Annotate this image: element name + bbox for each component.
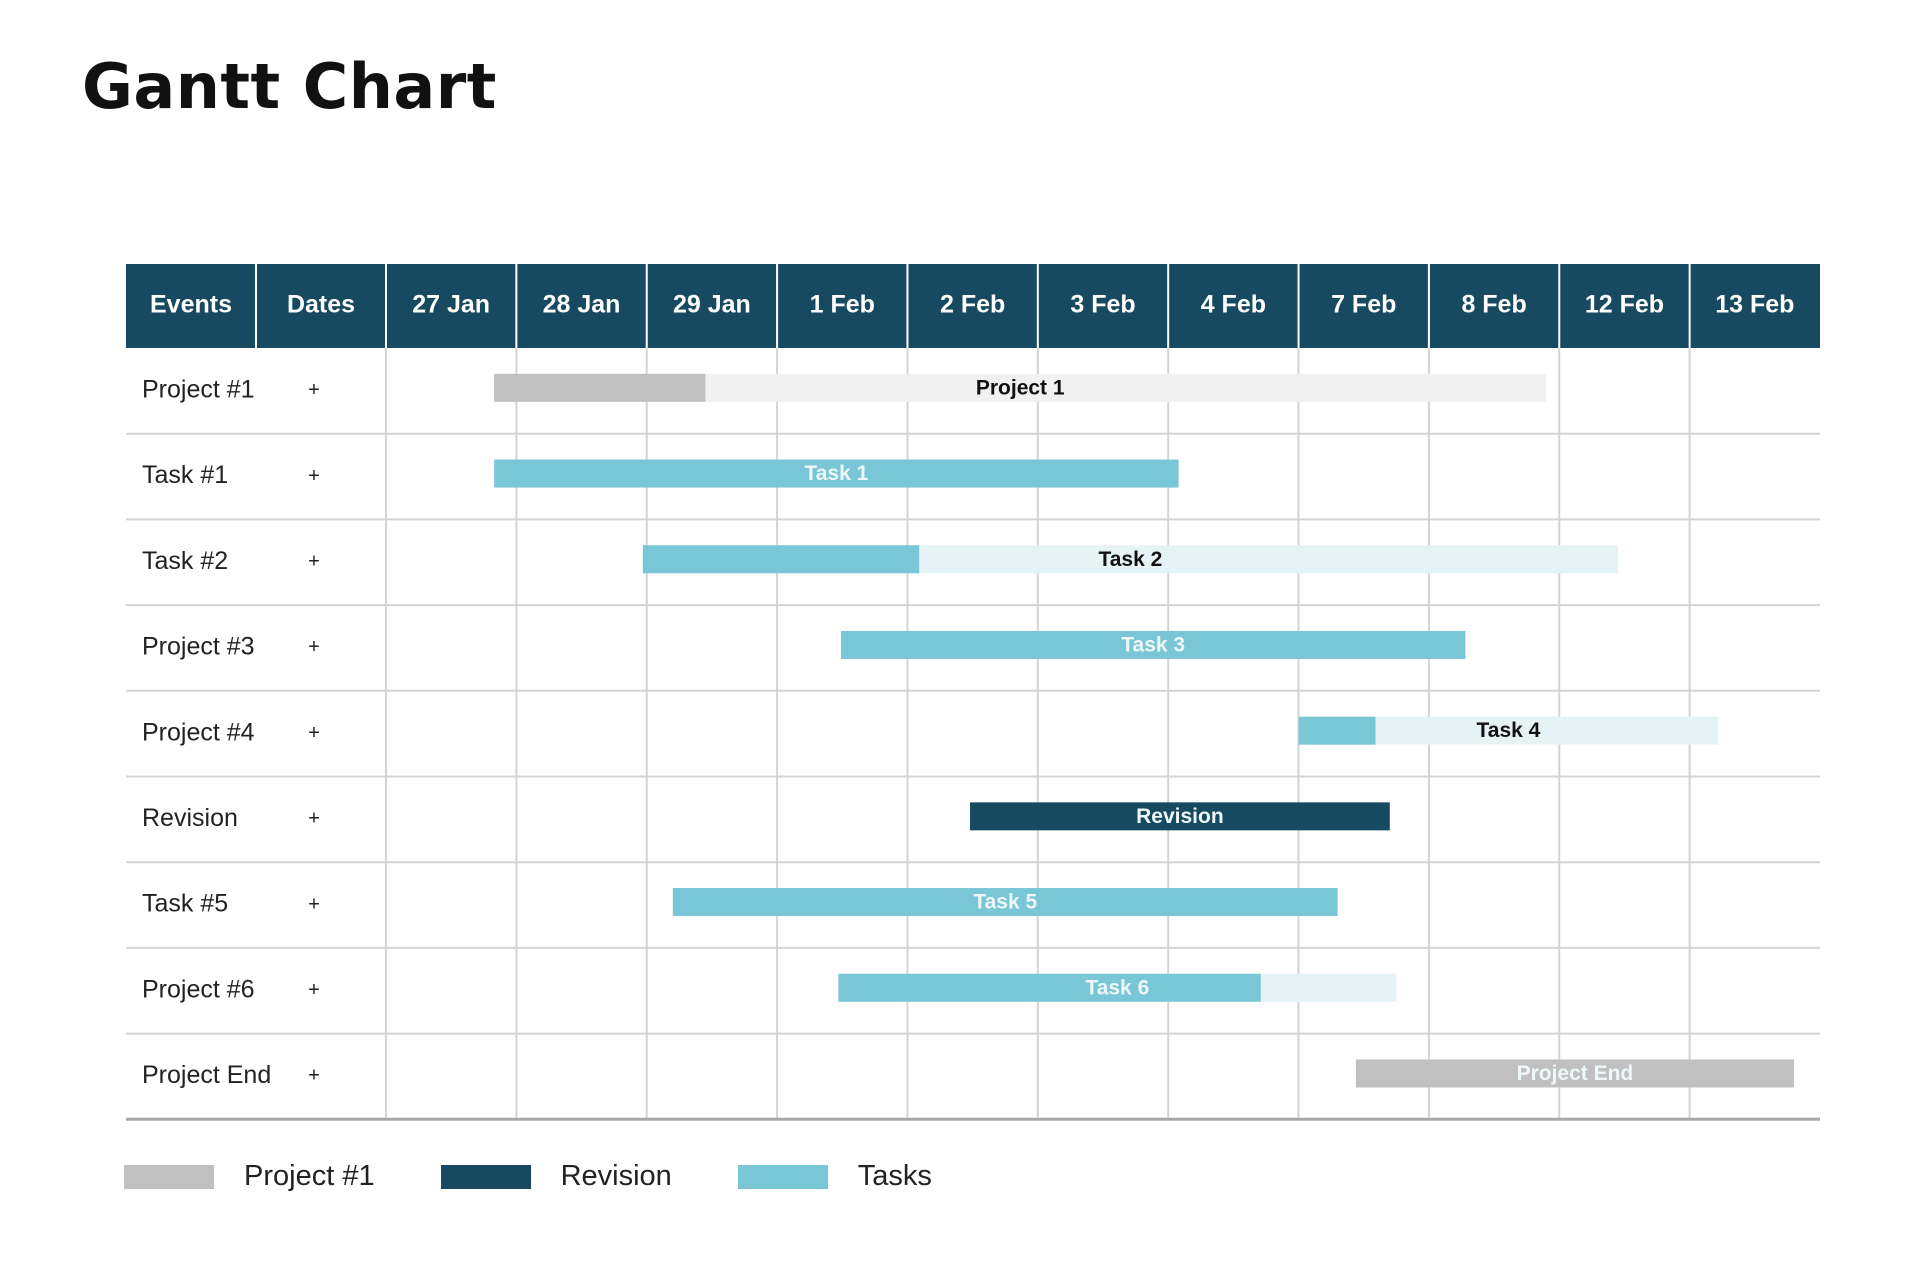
gantt-bar	[642, 545, 920, 574]
legend-swatch-revision	[440, 1164, 531, 1189]
gantt-bar-label: Task 6	[1085, 976, 1149, 999]
legend-label-project: Project #1	[244, 1160, 375, 1192]
header-date-tick: 27 Jan	[412, 291, 490, 319]
row-event-label: Project #6	[142, 975, 255, 1003]
row-dates-marker: +	[308, 979, 320, 1001]
row-dates-marker: +	[308, 893, 320, 915]
row-event-label: Revision	[142, 804, 238, 832]
header-date-tick: 12 Feb	[1585, 291, 1664, 319]
gantt-bar	[672, 888, 1338, 917]
legend-swatch-tasks	[737, 1164, 828, 1189]
gantt-bar	[1298, 716, 1376, 745]
header-date-tick: 4 Feb	[1201, 291, 1266, 319]
gantt-bar-label: Task 2	[1098, 548, 1162, 571]
header-date-tick: 8 Feb	[1461, 291, 1526, 319]
row-event-label: Project #3	[142, 633, 255, 661]
gantt-bar-label: Task 4	[1477, 719, 1541, 742]
gantt-bar	[840, 630, 1466, 659]
row-dates-marker: +	[308, 379, 320, 401]
gantt-bar-label: Revision	[1136, 805, 1224, 828]
header-dates: Dates	[287, 291, 355, 319]
row-dates-marker: +	[308, 1065, 320, 1087]
header-date-tick: 29 Jan	[673, 291, 751, 319]
gantt-bar-label: Project 1	[976, 376, 1065, 399]
row-event-label: Project End	[142, 1061, 271, 1089]
gantt-bar	[838, 973, 1261, 1002]
legend-item-project: Project #1	[124, 1160, 375, 1193]
header-date-tick: 28 Jan	[543, 291, 621, 319]
row-dates-marker: +	[308, 636, 320, 658]
gantt-bar	[970, 802, 1390, 831]
gantt-bar-label: Project End	[1517, 1062, 1634, 1085]
header-date-tick: 2 Feb	[940, 291, 1005, 319]
row-event-label: Project #1	[142, 375, 255, 403]
row-dates-marker: +	[308, 551, 320, 573]
header-events: Events	[150, 291, 232, 319]
gantt-bar	[1355, 1059, 1794, 1088]
page-title: Gantt Chart	[82, 50, 497, 123]
legend-label-tasks: Tasks	[857, 1160, 932, 1192]
header-row	[126, 264, 1820, 348]
header-date-tick: 7 Feb	[1331, 291, 1396, 319]
legend-item-revision: Revision	[440, 1160, 672, 1193]
gantt-bar-label: Task 1	[804, 462, 868, 485]
legend-item-tasks: Tasks	[737, 1160, 932, 1193]
row-event-label: Project #4	[142, 718, 255, 746]
gantt-bar	[494, 459, 1179, 488]
row-event-label: Task #2	[142, 547, 228, 575]
row-event-label: Task #1	[142, 461, 228, 489]
gantt-bar-label: Task 5	[973, 891, 1037, 914]
header-date-tick: 13 Feb	[1715, 291, 1794, 319]
gantt-bar	[494, 373, 706, 402]
legend-label-revision: Revision	[560, 1160, 672, 1192]
row-event-label: Task #5	[142, 890, 228, 918]
header-date-tick: 3 Feb	[1070, 291, 1135, 319]
row-dates-marker: +	[308, 808, 320, 830]
header-date-tick: 1 Feb	[810, 291, 875, 319]
chart-legend: Project #1 Revision Tasks	[124, 1160, 998, 1193]
gantt-bar-label: Task 3	[1121, 633, 1185, 656]
row-dates-marker: +	[308, 465, 320, 487]
legend-swatch-project	[124, 1164, 214, 1189]
row-dates-marker: +	[308, 722, 320, 744]
